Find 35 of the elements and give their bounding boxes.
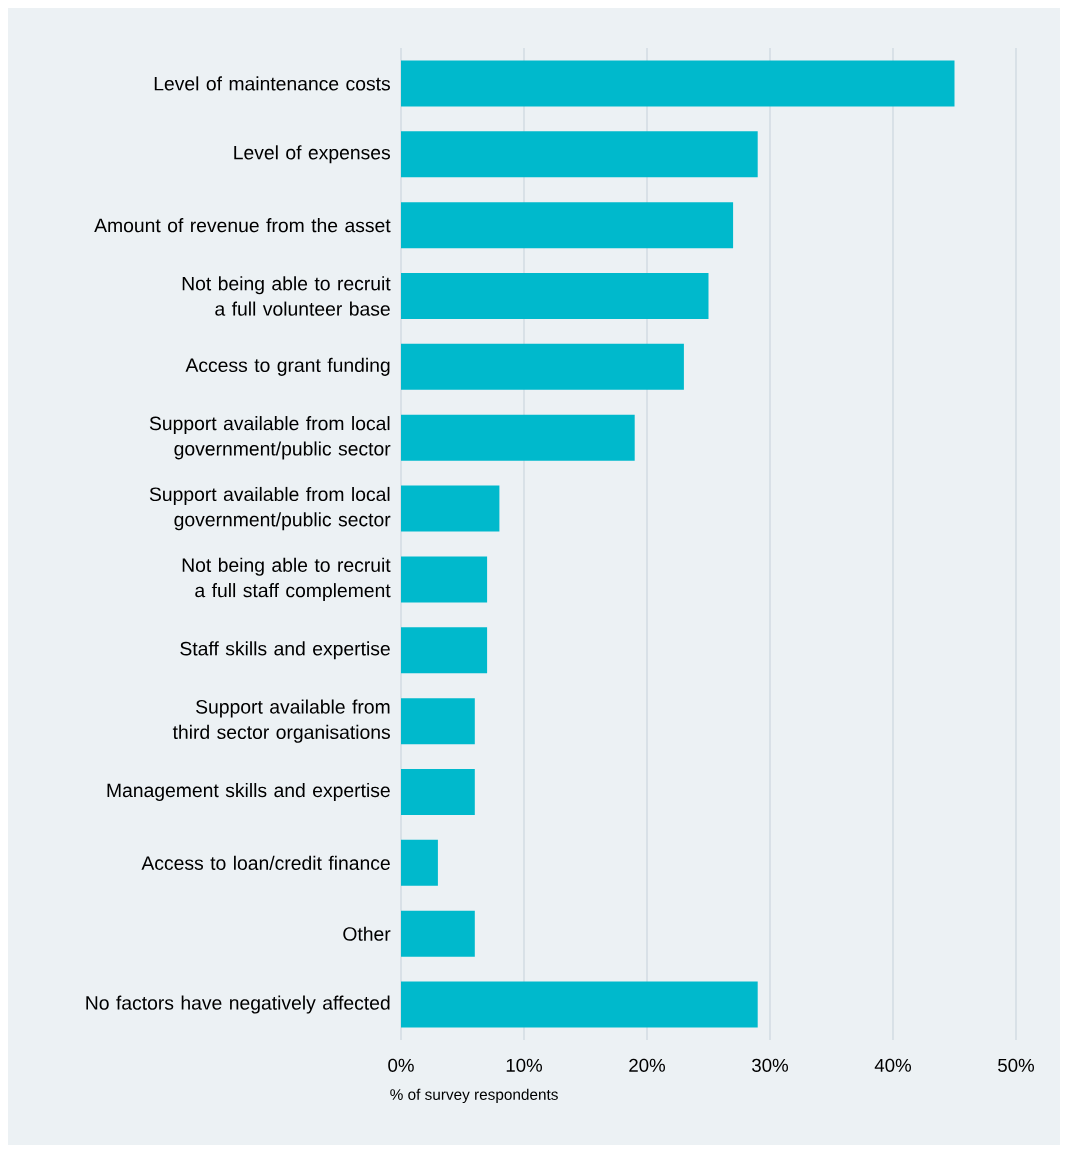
y-tick-label: Other xyxy=(343,926,391,941)
y-tick-label: No factors have negatively affected xyxy=(86,995,390,1014)
bar xyxy=(401,981,758,1028)
bar xyxy=(401,202,734,249)
y-tick-label: Not being able to recruit a full volunteer base xyxy=(182,276,391,316)
y-tick-label: Management skills and expertise xyxy=(107,783,390,802)
bar xyxy=(401,414,635,461)
x-tick-label: 20% xyxy=(629,1058,666,1072)
x-tick-label: 50% xyxy=(998,1058,1035,1072)
y-tick-label: Support available from local government/public sector xyxy=(149,486,391,531)
y-tick-label: Level of expenses xyxy=(234,145,390,164)
bar xyxy=(401,698,475,745)
x-tick-label: 10% xyxy=(506,1058,543,1072)
bar xyxy=(401,343,684,390)
bar xyxy=(401,131,758,178)
bar xyxy=(401,556,488,603)
x-tick-label: 0% xyxy=(388,1058,414,1072)
bar xyxy=(401,273,709,319)
y-tick-label: Staff skills and expertise xyxy=(180,641,390,660)
y-tick-label: Amount of revenue from the asset xyxy=(94,218,391,233)
y-tick-label: Support available from third sector organisations xyxy=(172,699,390,743)
x-tick-label: 40% xyxy=(874,1058,912,1072)
bar xyxy=(401,60,955,107)
bar xyxy=(401,839,438,886)
y-tick-label: Access to loan/credit finance xyxy=(141,855,390,870)
x-axis-title: % of survey respondents xyxy=(390,1088,558,1104)
bar xyxy=(401,910,475,957)
bar xyxy=(401,769,475,816)
bar xyxy=(401,627,488,674)
x-tick-label: 30% xyxy=(752,1058,789,1072)
y-tick-label: Level of maintenance costs xyxy=(154,76,390,91)
y-tick-label: Support available from local government/public sector xyxy=(149,416,391,460)
y-tick-label: Access to grant funding xyxy=(185,357,390,376)
y-tick-label: Not being able to recruit a full staff complement xyxy=(182,557,391,602)
bar xyxy=(401,485,500,532)
